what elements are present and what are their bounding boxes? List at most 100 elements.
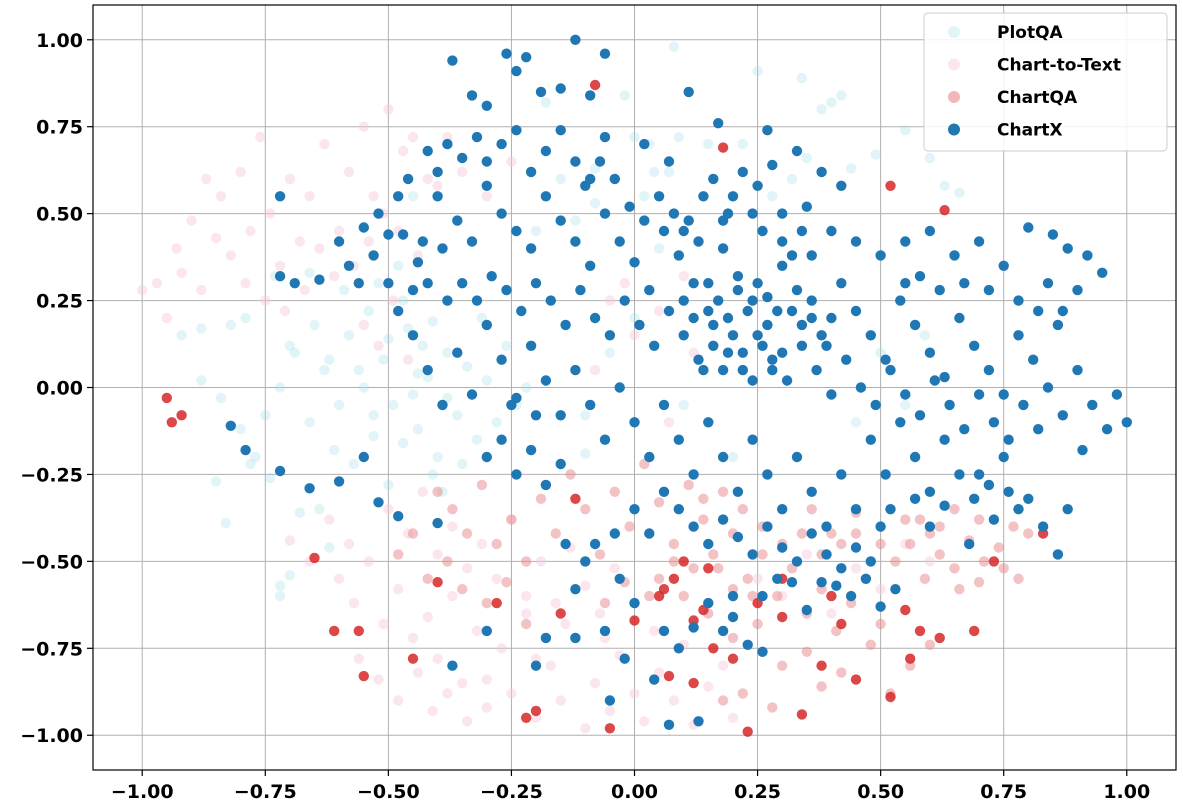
data-point [855,382,867,393]
data-point [703,538,714,550]
data-point [274,590,286,602]
data-point [471,295,483,306]
data-point [496,138,507,150]
data-point [383,504,394,515]
data-point [747,549,758,560]
x-tick-label: 0.50 [857,781,904,803]
data-point [171,243,182,254]
data-point [678,271,689,282]
data-point [663,417,675,428]
data-point [481,702,492,713]
data-point [757,590,768,602]
data-point [816,577,827,588]
data-point [225,319,236,331]
data-point [1042,382,1054,393]
data-point [333,225,345,237]
data-point [737,166,748,178]
data-point [525,340,537,351]
data-point [166,417,177,428]
data-point [319,138,330,150]
data-point [314,243,325,254]
data-point [742,726,753,737]
data-point [353,625,364,637]
data-point [969,340,980,351]
data-point [836,90,847,101]
series-plotqa [176,41,965,602]
data-point [363,305,374,317]
data-point [850,563,862,574]
data-point [939,500,950,511]
data-point [137,284,148,296]
data-point [407,131,419,143]
x-tick-label: 0.75 [980,781,1027,803]
data-point [924,521,936,532]
data-point [506,514,517,525]
data-point [274,271,286,282]
data-point [412,257,424,268]
data-point [973,389,985,400]
data-point [683,479,694,491]
data-point [698,191,709,202]
data-point [279,305,291,317]
data-point [688,563,699,574]
data-point [599,131,611,143]
data-point [550,597,561,609]
data-point [752,330,763,341]
data-point [432,451,443,463]
data-point [649,674,660,685]
data-point [663,166,675,178]
data-point [196,284,207,296]
data-point [836,538,847,550]
data-point [954,187,965,198]
data-point [580,723,591,734]
data-point [629,330,640,341]
data-point [452,347,463,358]
data-point [644,528,655,539]
data-point [594,608,606,619]
data-point [1111,389,1123,400]
data-point [924,225,936,237]
data-point [737,688,748,699]
data-point [885,504,896,515]
data-point [1052,549,1064,560]
data-point [629,417,640,428]
data-point [978,556,990,567]
data-point [801,152,812,164]
data-point [816,681,827,692]
data-point [220,517,232,529]
data-point [747,375,758,386]
data-point [919,573,931,584]
data-point [452,215,463,226]
data-point [609,173,620,185]
data-point [732,486,744,497]
data-point [442,347,453,358]
data-point [717,625,729,637]
legend-label: PlotQA [997,23,1064,43]
data-point [402,354,414,365]
data-point [678,556,689,567]
data-point [649,625,660,637]
data-point [511,65,522,77]
data-point [324,354,335,365]
data-point [777,208,788,219]
data-point [560,319,571,331]
data-point [501,48,512,59]
y-tick-label: 0.00 [36,378,83,400]
data-point [890,584,901,595]
data-point [826,97,837,108]
data-point [535,556,547,567]
data-point [289,278,300,289]
data-point [521,590,532,602]
data-point [609,486,620,497]
data-point [343,166,355,178]
data-point [934,549,945,560]
data-point [412,667,424,678]
data-point [727,451,739,463]
data-point [890,556,901,567]
data-point [260,295,271,306]
data-point [309,552,320,564]
y-tick-label: −0.75 [20,638,83,660]
data-point [717,451,729,463]
data-point [806,486,817,497]
x-tick-label: −0.25 [480,781,543,803]
